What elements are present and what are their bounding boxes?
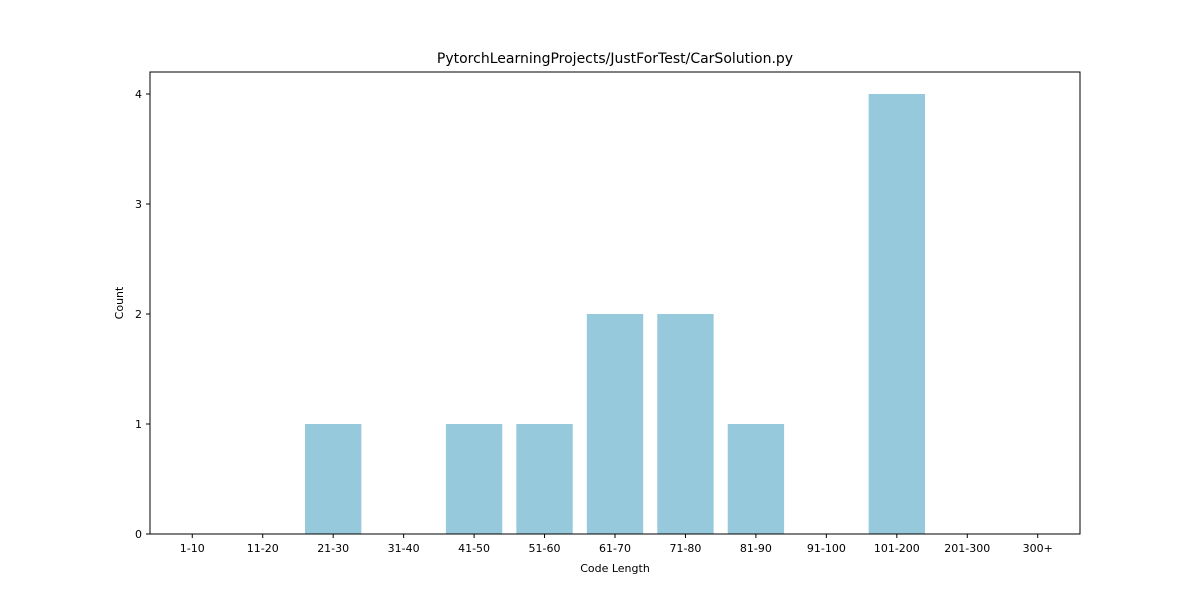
x-axis-label: Code Length — [580, 562, 650, 575]
bar-61-70 — [586, 314, 644, 534]
x-tick-label: 81-90 — [740, 542, 772, 555]
x-tick-label: 91-100 — [807, 542, 846, 555]
y-axis-label: Count — [113, 286, 126, 319]
bar-41-50 — [445, 424, 503, 534]
x-tick-label: 1-10 — [180, 542, 205, 555]
x-tick-label: 31-40 — [388, 542, 420, 555]
x-axis: 1-10 11-20 21-30 31-40 41-50 51-60 61-70 71-80 8… — [180, 534, 1053, 555]
bars-layer — [305, 94, 925, 534]
bar-51-60 — [516, 424, 573, 534]
x-tick-label: 101-200 — [874, 542, 920, 555]
x-tick-label: 201-300 — [944, 542, 990, 555]
x-tick-label: 71-80 — [669, 542, 701, 555]
x-tick-label: 61-70 — [599, 542, 631, 555]
y-axis: 0 1 2 3 4 — [135, 88, 150, 541]
bar-81-90 — [727, 424, 785, 534]
bar-21-30 — [305, 424, 362, 534]
y-tick-label: 4 — [135, 88, 142, 101]
x-tick-label: 51-60 — [529, 542, 561, 555]
y-tick-label: 2 — [135, 308, 142, 321]
bar-71-80 — [657, 314, 714, 534]
y-tick-label: 3 — [135, 198, 142, 211]
y-tick-label: 1 — [135, 418, 142, 431]
y-tick-label: 0 — [135, 528, 142, 541]
bar-101-200 — [868, 94, 925, 534]
chart-title: PytorchLearningProjects/JustForTest/CarS… — [437, 51, 793, 67]
x-tick-label: 41-50 — [458, 542, 490, 555]
x-tick-label: 300+ — [1023, 542, 1053, 555]
x-tick-label: 21-30 — [317, 542, 349, 555]
x-tick-label: 11-20 — [247, 542, 279, 555]
